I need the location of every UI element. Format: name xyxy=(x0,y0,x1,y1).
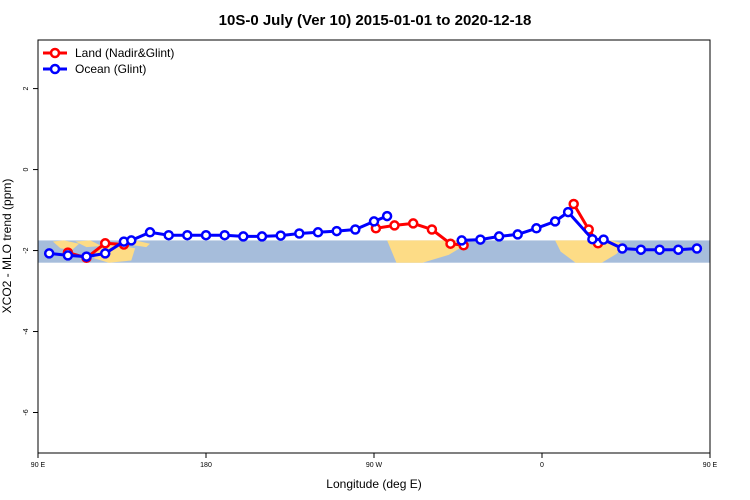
data-point xyxy=(691,243,703,254)
data-point xyxy=(294,228,305,239)
legend: Land (Nadir&Glint) Ocean (Glint) xyxy=(43,46,174,76)
legend-marker xyxy=(49,47,61,59)
legend-label: Ocean (Glint) xyxy=(75,62,146,76)
data-point xyxy=(549,216,561,227)
data-point xyxy=(381,210,393,222)
x-axis: 90 E 180 90 W 0 90 E xyxy=(31,453,718,469)
y-axis: 2 0 -2 -4 -6 xyxy=(23,87,38,416)
data-point xyxy=(456,235,467,246)
y-tick-label: 2 xyxy=(23,87,30,91)
data-point xyxy=(368,216,380,227)
data-point xyxy=(673,244,684,255)
continent-shape xyxy=(555,240,625,263)
y-tick-label: -6 xyxy=(23,409,30,415)
y-axis-label: XCO2 - MLO trend (ppm) xyxy=(0,179,14,314)
data-point xyxy=(562,206,574,218)
data-point xyxy=(99,238,111,249)
legend-label: Land (Nadir&Glint) xyxy=(75,46,174,60)
data-point xyxy=(99,248,111,259)
data-point xyxy=(568,198,579,210)
data-point xyxy=(617,243,628,254)
data-point xyxy=(407,218,419,229)
data-point xyxy=(275,230,286,241)
legend-marker xyxy=(49,63,61,75)
x-tick-label: 0 xyxy=(540,462,544,469)
data-point xyxy=(512,229,523,240)
y-tick-label: -2 xyxy=(23,247,30,253)
data-point xyxy=(81,251,92,262)
data-point xyxy=(126,235,137,246)
data-point xyxy=(331,225,342,237)
data-point xyxy=(163,229,174,241)
continent-shape xyxy=(387,240,464,263)
data-point xyxy=(587,233,598,245)
x-tick-label: 90 W xyxy=(366,462,383,469)
series-layer xyxy=(43,198,703,264)
data-point xyxy=(445,238,456,249)
data-point xyxy=(493,231,505,242)
data-point xyxy=(531,223,542,234)
x-tick-label: 180 xyxy=(200,462,212,469)
x-axis-label: Longitude (deg E) xyxy=(326,477,421,491)
data-point xyxy=(312,227,324,238)
ocean-area xyxy=(38,240,710,263)
data-point xyxy=(200,229,212,241)
continent-shape xyxy=(75,240,102,248)
data-point xyxy=(598,234,609,245)
series-ocean xyxy=(43,206,703,262)
data-point xyxy=(182,229,193,241)
y-tick-label: 0 xyxy=(23,168,30,172)
x-tick-label: 90 E xyxy=(31,462,46,469)
data-point xyxy=(350,224,361,235)
data-point xyxy=(144,227,156,238)
data-point xyxy=(475,234,486,245)
data-point xyxy=(426,224,438,235)
data-point xyxy=(654,244,665,255)
data-point xyxy=(43,248,55,259)
data-point xyxy=(238,231,249,242)
x-tick-label: 90 E xyxy=(703,462,718,469)
data-point xyxy=(635,244,647,255)
data-point xyxy=(256,231,268,242)
chart-title: 10S-0 July (Ver 10) 2015-01-01 to 2020-1… xyxy=(219,12,532,29)
continent-shape xyxy=(52,240,80,251)
y-tick-label: -4 xyxy=(23,328,30,334)
data-point xyxy=(219,229,230,241)
data-point xyxy=(389,220,400,231)
data-point xyxy=(62,250,74,261)
